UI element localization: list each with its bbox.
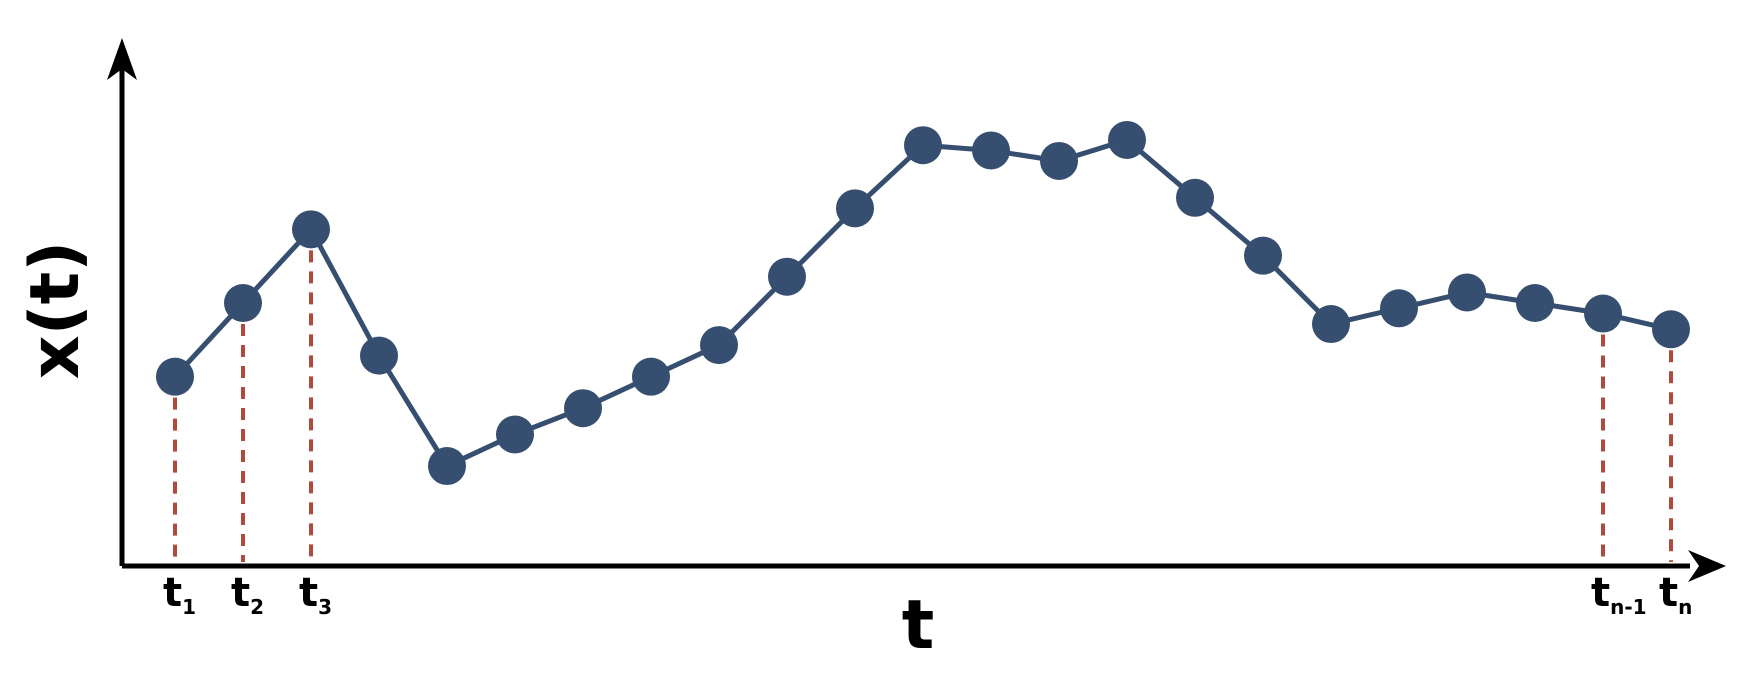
tick-label-1: t1 <box>163 570 196 619</box>
series <box>173 137 1672 469</box>
data-point <box>360 336 398 375</box>
data-point <box>156 357 194 396</box>
guide-lines <box>173 229 1673 562</box>
data-point <box>496 415 534 454</box>
data-point <box>768 257 806 296</box>
data-point <box>1516 284 1554 322</box>
series-line <box>173 137 1672 469</box>
data-point <box>972 131 1010 170</box>
data-points <box>156 120 1690 486</box>
tick-labels: t1 t2 t3 tn-1 tn <box>163 570 1692 619</box>
y-axis-arrowhead <box>107 38 137 80</box>
data-point <box>1652 310 1690 349</box>
data-point <box>1040 141 1078 180</box>
data-point <box>224 284 262 322</box>
data-point <box>292 210 330 249</box>
data-point <box>904 126 942 165</box>
data-point <box>1176 178 1214 217</box>
tick-label-3: t3 <box>299 570 332 619</box>
data-point <box>1108 120 1146 159</box>
tick-label-n: tn <box>1659 570 1692 619</box>
data-point <box>1584 294 1622 333</box>
data-point <box>632 357 670 396</box>
data-point <box>1448 273 1486 312</box>
x-axis-label: t <box>902 586 935 665</box>
tick-label-2: t2 <box>231 570 264 619</box>
data-point <box>1312 305 1350 344</box>
data-point <box>428 447 466 486</box>
data-point <box>836 189 874 228</box>
data-point <box>700 326 738 365</box>
y-axis-label: x(t) <box>16 241 95 380</box>
axes <box>107 38 1726 582</box>
x-axis-arrowhead <box>1688 550 1726 582</box>
data-point <box>1380 289 1418 328</box>
data-point <box>564 389 602 428</box>
data-point <box>1244 236 1282 275</box>
tick-label-n-1: tn-1 <box>1591 570 1647 619</box>
